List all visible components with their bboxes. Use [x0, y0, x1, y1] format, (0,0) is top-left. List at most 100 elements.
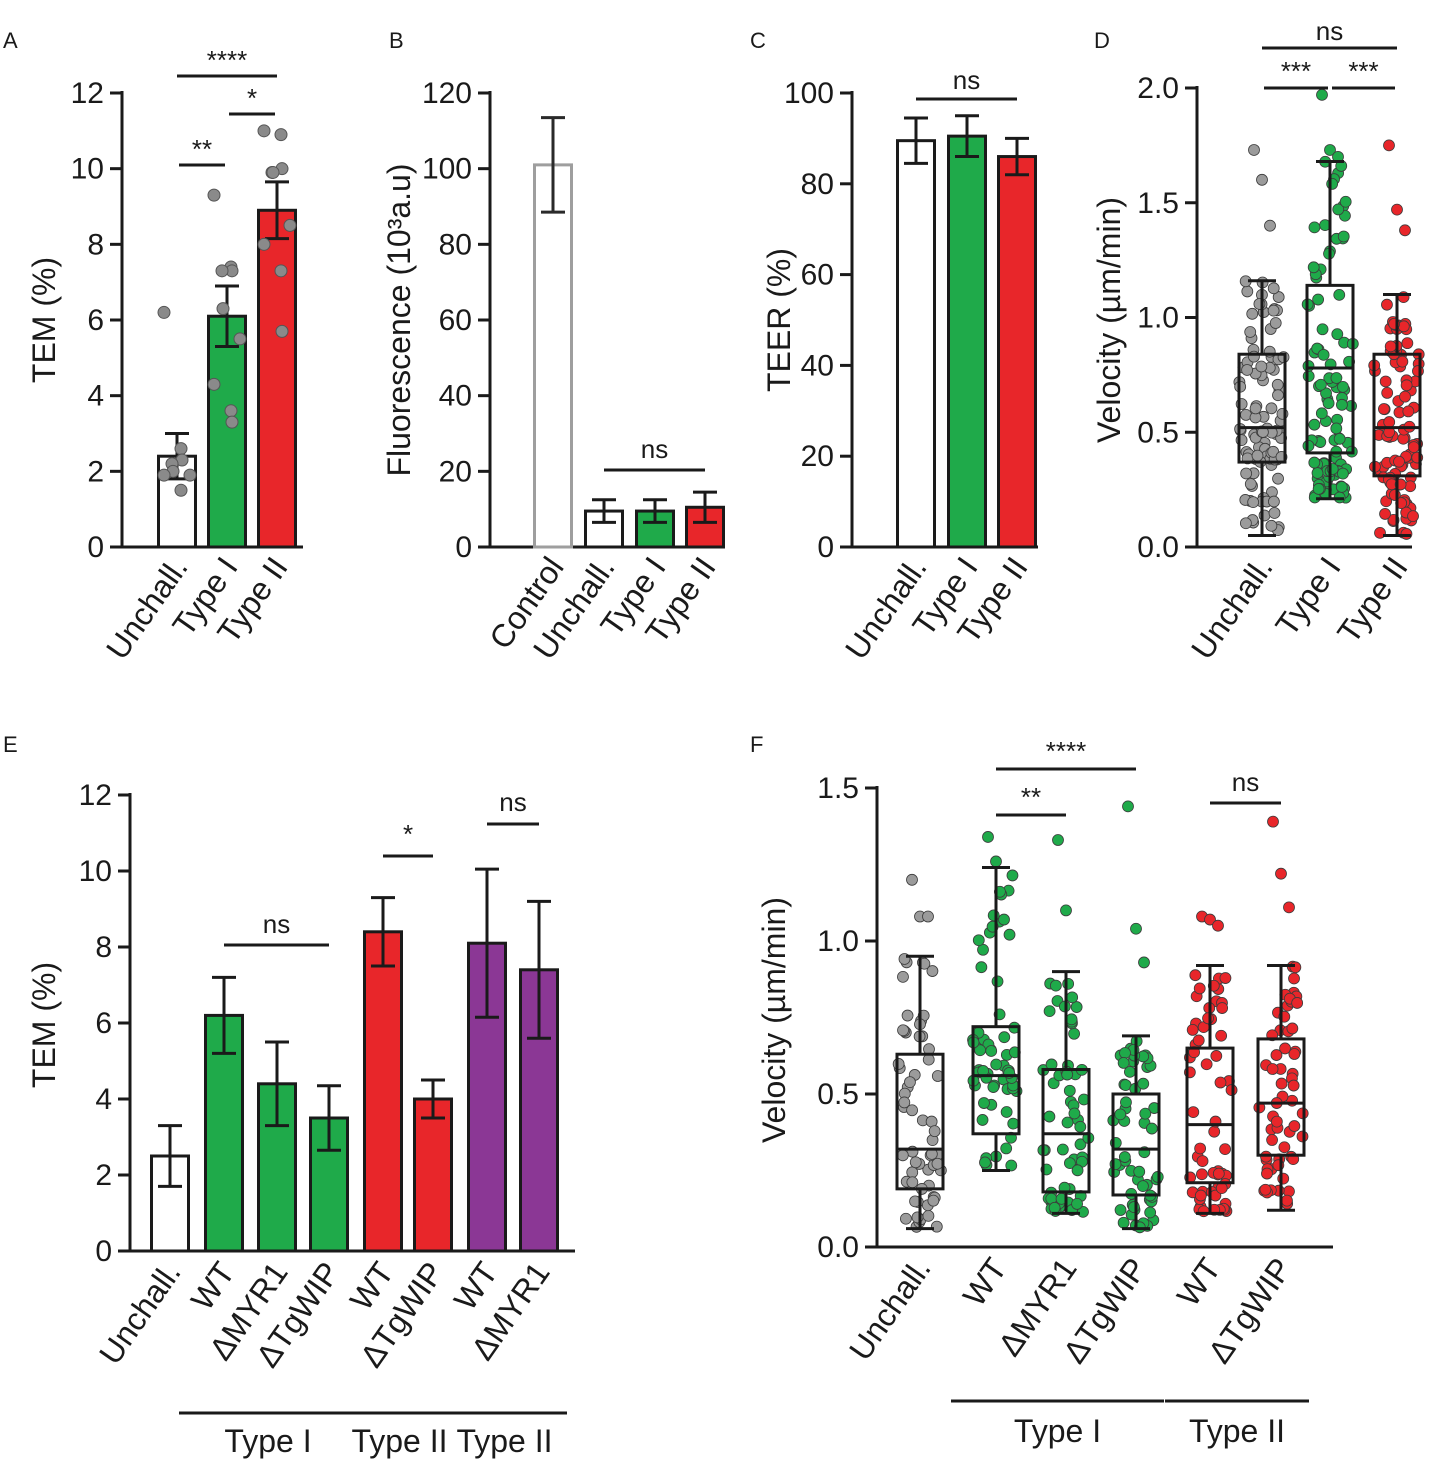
data-point [926, 965, 939, 977]
data-point [1056, 1143, 1069, 1156]
data-point [922, 1053, 935, 1066]
bar [363, 930, 403, 1253]
data-point [1331, 328, 1344, 341]
data-point [1287, 1079, 1300, 1092]
data-point [1194, 1142, 1207, 1155]
data-point [1244, 478, 1257, 490]
panel-letter: E [3, 732, 18, 757]
data-point [922, 1209, 935, 1222]
data-point [1330, 422, 1343, 435]
data-point-outlier [1256, 173, 1268, 186]
y-axis-label: Velocity (µm/min) [1091, 197, 1127, 443]
data-point [1335, 481, 1348, 493]
data-point [174, 483, 188, 497]
data-point [1114, 1108, 1127, 1121]
data-point [1272, 472, 1284, 485]
y-tick-label: 1.0 [1137, 302, 1179, 335]
data-point [892, 1058, 905, 1070]
data-point-outlier [1212, 919, 1224, 932]
data-point [1308, 456, 1321, 469]
data-point [1216, 1002, 1229, 1014]
data-point [1043, 1005, 1056, 1018]
y-tick-label: 60 [439, 304, 472, 337]
significance-label: ns [499, 787, 526, 817]
data-point [1278, 1141, 1291, 1154]
data-point [928, 1125, 941, 1138]
data-point [1187, 1106, 1200, 1118]
data-point [1246, 307, 1259, 320]
data-point [157, 468, 171, 482]
y-tick-label: 12 [71, 77, 104, 110]
data-point [1071, 1164, 1084, 1177]
data-point [978, 1097, 990, 1109]
y-tick-label: 0.0 [1137, 531, 1179, 564]
data-point [1139, 1107, 1152, 1120]
data-point [1383, 416, 1396, 428]
data-point [1003, 928, 1016, 941]
y-tick-label: 120 [422, 77, 472, 110]
data-point [1381, 386, 1394, 399]
data-point [207, 377, 221, 391]
data-point [1289, 961, 1302, 974]
y-tick-label: 6 [87, 304, 104, 337]
data-point [1291, 997, 1304, 1009]
data-point-outlier [1391, 203, 1403, 216]
x-category-label: Type II [1330, 550, 1415, 649]
data-point [1286, 1022, 1299, 1035]
data-point [1197, 1205, 1210, 1218]
data-point [1068, 1107, 1081, 1120]
y-tick-label: 80 [801, 168, 834, 201]
data-point [1308, 221, 1321, 234]
data-point [1261, 1167, 1273, 1180]
data-point [1244, 326, 1257, 338]
group-label: Type II [456, 1423, 552, 1459]
y-tick-label: 100 [422, 153, 472, 186]
bar [896, 139, 936, 549]
data-point [225, 415, 239, 429]
data-point [1128, 1201, 1140, 1213]
data-point [1193, 982, 1206, 995]
data-point [972, 934, 985, 947]
data-point [1118, 1151, 1131, 1163]
data-point [1202, 1012, 1214, 1025]
data-point [1214, 1076, 1227, 1089]
data-point-outlier [1283, 901, 1295, 914]
data-point [1397, 320, 1410, 333]
group-label: Type I [1014, 1413, 1101, 1449]
data-point [1007, 1117, 1020, 1130]
data-point-outlier [1204, 913, 1216, 926]
panel-letter: D [1094, 28, 1110, 53]
data-point [257, 124, 271, 138]
data-point [1247, 496, 1260, 509]
data-point [1117, 1216, 1130, 1229]
data-point [1043, 1110, 1056, 1123]
data-point [1400, 528, 1413, 540]
y-tick-label: 10 [79, 855, 112, 888]
data-point [1265, 402, 1278, 415]
x-category-label: Unchall. [842, 1251, 938, 1366]
data-point [1393, 455, 1405, 468]
data-point [1251, 449, 1264, 462]
data-point [1071, 1198, 1083, 1210]
data-point [266, 165, 280, 179]
data-point [1317, 348, 1330, 361]
y-tick-label: 1.5 [1137, 187, 1179, 220]
data-point [1407, 441, 1420, 453]
data-point [275, 324, 289, 338]
data-point [1268, 495, 1280, 508]
y-tick-label: 1.5 [817, 772, 859, 805]
data-point [1137, 1180, 1149, 1192]
data-point [1316, 323, 1329, 336]
data-point [1239, 517, 1252, 530]
data-point [1272, 389, 1284, 402]
y-tick-label: 8 [95, 931, 112, 964]
data-point [1272, 291, 1285, 303]
data-point [904, 1076, 916, 1088]
data-point [1000, 1106, 1013, 1118]
data-point [1006, 869, 1019, 882]
data-point [183, 468, 197, 482]
data-point [979, 1156, 991, 1169]
data-point [1275, 1077, 1288, 1090]
data-point [1063, 1084, 1076, 1097]
